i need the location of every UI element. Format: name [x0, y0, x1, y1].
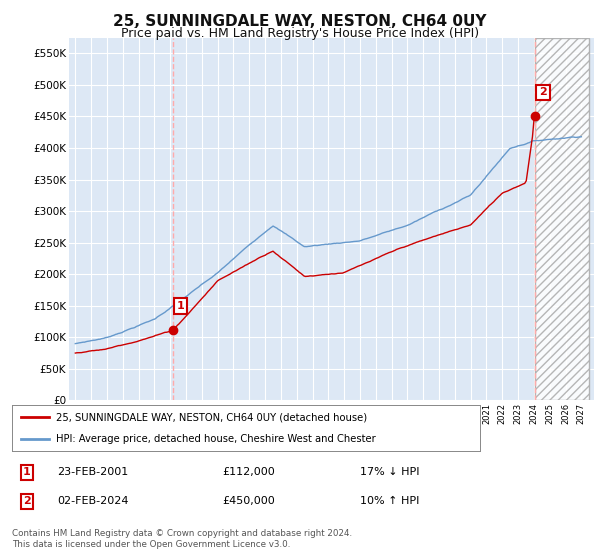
Text: 1: 1	[176, 301, 184, 311]
Text: Contains HM Land Registry data © Crown copyright and database right 2024.
This d: Contains HM Land Registry data © Crown c…	[12, 529, 352, 549]
Text: 25, SUNNINGDALE WAY, NESTON, CH64 0UY: 25, SUNNINGDALE WAY, NESTON, CH64 0UY	[113, 14, 487, 29]
Text: 23-FEB-2001: 23-FEB-2001	[57, 467, 128, 477]
Text: 02-FEB-2024: 02-FEB-2024	[57, 496, 128, 506]
Text: 10% ↑ HPI: 10% ↑ HPI	[360, 496, 419, 506]
Text: 17% ↓ HPI: 17% ↓ HPI	[360, 467, 419, 477]
Text: £450,000: £450,000	[222, 496, 275, 506]
Text: HPI: Average price, detached house, Cheshire West and Chester: HPI: Average price, detached house, Ches…	[56, 435, 376, 444]
Text: 25, SUNNINGDALE WAY, NESTON, CH64 0UY (detached house): 25, SUNNINGDALE WAY, NESTON, CH64 0UY (d…	[56, 412, 368, 422]
Text: 2: 2	[23, 496, 31, 506]
Text: Price paid vs. HM Land Registry's House Price Index (HPI): Price paid vs. HM Land Registry's House …	[121, 27, 479, 40]
Text: 2: 2	[539, 87, 547, 97]
Text: £112,000: £112,000	[222, 467, 275, 477]
Bar	[535, 38, 589, 400]
Text: 1: 1	[23, 467, 31, 477]
